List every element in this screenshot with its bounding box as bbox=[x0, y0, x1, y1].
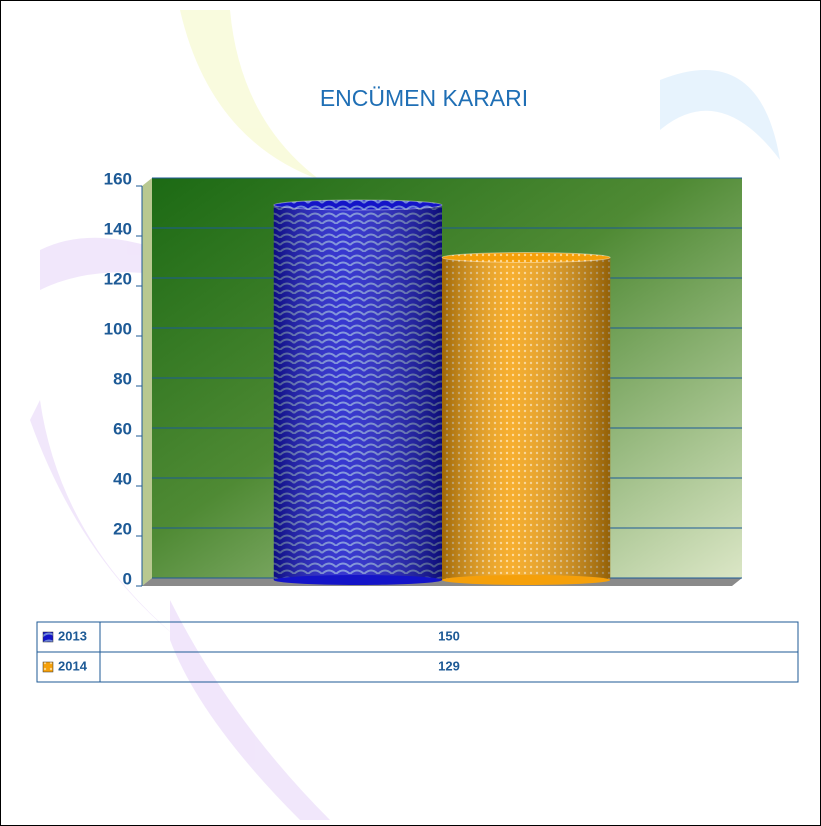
y-tick-label: 120 bbox=[104, 269, 132, 288]
legend-label: 2014 bbox=[58, 658, 88, 673]
legend-key bbox=[42, 631, 54, 643]
legend-label: 2013 bbox=[58, 628, 87, 643]
y-tick-label: 160 bbox=[104, 169, 132, 188]
y-tick-label: 80 bbox=[113, 369, 132, 388]
bar-top bbox=[441, 252, 611, 263]
bar-bottom bbox=[273, 575, 442, 585]
y-tick-label: 0 bbox=[123, 569, 132, 588]
bar-bottom bbox=[441, 575, 611, 585]
chart-title: ENCÜMEN KARARI bbox=[320, 85, 528, 111]
bar-top bbox=[273, 199, 443, 211]
y-tick-label: 100 bbox=[104, 319, 132, 338]
data-table bbox=[36, 621, 799, 683]
table-value: 150 bbox=[438, 628, 460, 643]
y-tick-label: 60 bbox=[113, 419, 132, 438]
table-value: 129 bbox=[438, 658, 460, 673]
bar-shade bbox=[273, 205, 442, 580]
legend-key bbox=[42, 661, 54, 673]
bar-shade bbox=[442, 257, 611, 580]
y-tick-label: 40 bbox=[113, 469, 132, 488]
side-wall bbox=[142, 178, 152, 586]
y-tick-label: 20 bbox=[113, 519, 132, 538]
y-tick-label: 140 bbox=[104, 219, 132, 238]
